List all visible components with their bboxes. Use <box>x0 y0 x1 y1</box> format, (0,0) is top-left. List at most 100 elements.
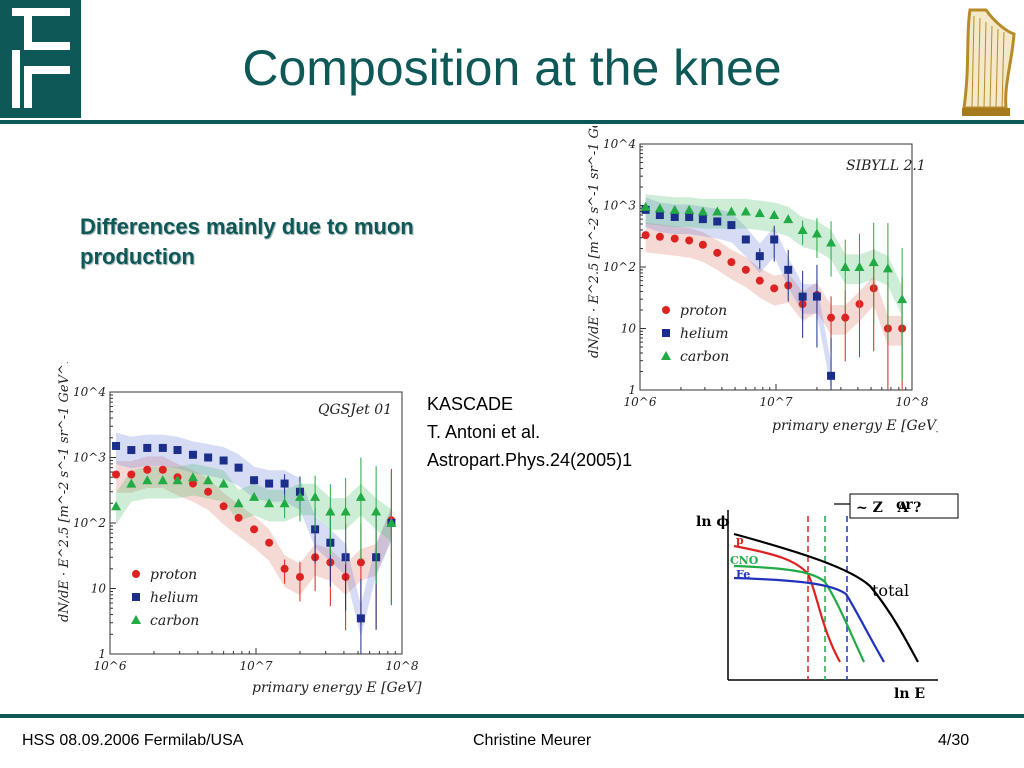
proton-point <box>188 479 197 488</box>
x-tick-label: 10^7 <box>760 395 793 409</box>
carbon-point <box>172 475 183 485</box>
helium-point <box>112 441 121 450</box>
helium-point <box>143 443 152 452</box>
data-points <box>111 441 397 654</box>
legend-marker-carbon <box>661 351 671 360</box>
carbon-point <box>740 206 751 216</box>
y-axis-label: dN/dE · E^2.5 [m^-2 s^-1 sr^-1 GeV^1.5] <box>57 362 72 622</box>
carbon-point <box>279 498 290 508</box>
annotation-or: or <box>896 497 913 513</box>
y-tick-label: 10^3 <box>603 199 636 213</box>
helium-point <box>265 479 274 488</box>
legend: proton helium carbon <box>131 567 199 629</box>
uncertainty-bands <box>645 194 903 390</box>
helium-point <box>827 371 836 380</box>
legend-marker-helium <box>662 329 670 337</box>
bullet-text: Differences mainly due to muon productio… <box>80 214 414 269</box>
carbon-point <box>325 506 336 516</box>
label-total: total <box>872 581 909 600</box>
helium-point <box>127 446 136 455</box>
helium-point <box>755 252 764 261</box>
footer-center: Christine Meurer <box>473 732 592 749</box>
proton-point <box>770 284 779 293</box>
helium-point <box>250 476 259 485</box>
x-axis-label: ln E <box>894 686 925 702</box>
helium-point <box>655 211 664 220</box>
y-tick-label: 10 <box>91 582 107 596</box>
carbon-point <box>294 491 305 501</box>
carbon-point <box>233 498 244 508</box>
carbon-point <box>897 294 908 304</box>
helium-point <box>670 213 679 222</box>
helium-point <box>188 450 197 459</box>
label-cno: CNO <box>730 554 759 567</box>
x-axis-label: primary energy E [GeV] <box>772 418 938 434</box>
x-tick-label: 10^6 <box>94 659 127 673</box>
harp-logo <box>962 8 1016 116</box>
carbon-point <box>355 491 366 501</box>
annotation-label: ~ Z A ? <box>856 500 921 516</box>
legend-label-carbon: carbon <box>150 613 199 629</box>
proton-point <box>265 538 274 547</box>
legend-label-helium: helium <box>150 590 199 606</box>
carbon-point <box>371 506 382 516</box>
helium-point <box>280 479 289 488</box>
carbon-point <box>882 263 893 273</box>
carbon-point <box>310 491 321 501</box>
slide-title: Composition at the knee <box>242 40 782 96</box>
carbon-point <box>264 498 275 508</box>
helium-band <box>645 197 832 390</box>
helium-point <box>727 221 736 230</box>
header-rule <box>0 120 1024 124</box>
legend-label-proton: proton <box>150 567 197 583</box>
proton-point <box>295 572 304 581</box>
label-p: p <box>736 534 744 547</box>
helium-point <box>219 456 228 465</box>
y-tick-label: 1 <box>98 647 106 661</box>
y-tick-label: 10^4 <box>73 385 106 399</box>
helium-point <box>685 213 694 222</box>
carbon-point <box>654 203 665 213</box>
x-tick-label: 10^7 <box>240 659 273 673</box>
carbon-point <box>797 224 808 234</box>
data-points <box>640 201 908 390</box>
legend-label-proton: proton <box>680 303 727 319</box>
carbon-point <box>640 201 651 211</box>
carbon-point <box>754 208 765 218</box>
helium-point <box>713 217 722 226</box>
helium-point <box>158 443 167 452</box>
helium-point <box>698 215 707 224</box>
carbon-band <box>116 463 392 542</box>
helium-point <box>173 446 182 455</box>
x-axis-label: primary energy E [GeV] <box>252 680 422 696</box>
carbon-point <box>697 206 708 216</box>
label-fe: Fe <box>736 568 750 581</box>
helium-point <box>204 453 213 462</box>
footer-right: 4/30 <box>938 732 970 749</box>
carbon-point <box>142 475 153 485</box>
x-tick-label: 10^8 <box>386 659 419 673</box>
proton-point <box>356 558 365 567</box>
y-tick-label: 10^2 <box>73 516 106 530</box>
carbon-point <box>840 262 851 271</box>
proton-point <box>698 240 707 249</box>
footer-left: HSS 08.09.2006 Fermilab/USA <box>22 732 244 749</box>
proton-point <box>112 470 121 479</box>
carbon-point <box>726 206 737 216</box>
carbon-point <box>669 204 680 214</box>
helium-point <box>798 292 807 301</box>
proton-point <box>827 313 836 322</box>
helium-point <box>356 614 365 623</box>
knee-schematic: ln ϕ ln E ~ Z A ? or p CNO Fe total <box>696 493 959 702</box>
carbon-point <box>203 475 214 485</box>
chart-title: QGSJet 01 <box>318 402 392 418</box>
carbon-point <box>126 478 137 488</box>
legend-label-helium: helium <box>680 326 729 342</box>
y-tick-label: 10 <box>621 322 637 336</box>
sibyll-chart: 1 10 10^2 10^3 10^4 10^6 10^7 10^8 SIBYLL 2.1 p… <box>587 126 938 434</box>
fermilab-logo <box>0 0 81 118</box>
proton-point <box>641 231 650 240</box>
legend-marker-carbon <box>131 615 141 624</box>
carbon-point <box>386 518 397 527</box>
proton-point <box>713 248 722 257</box>
